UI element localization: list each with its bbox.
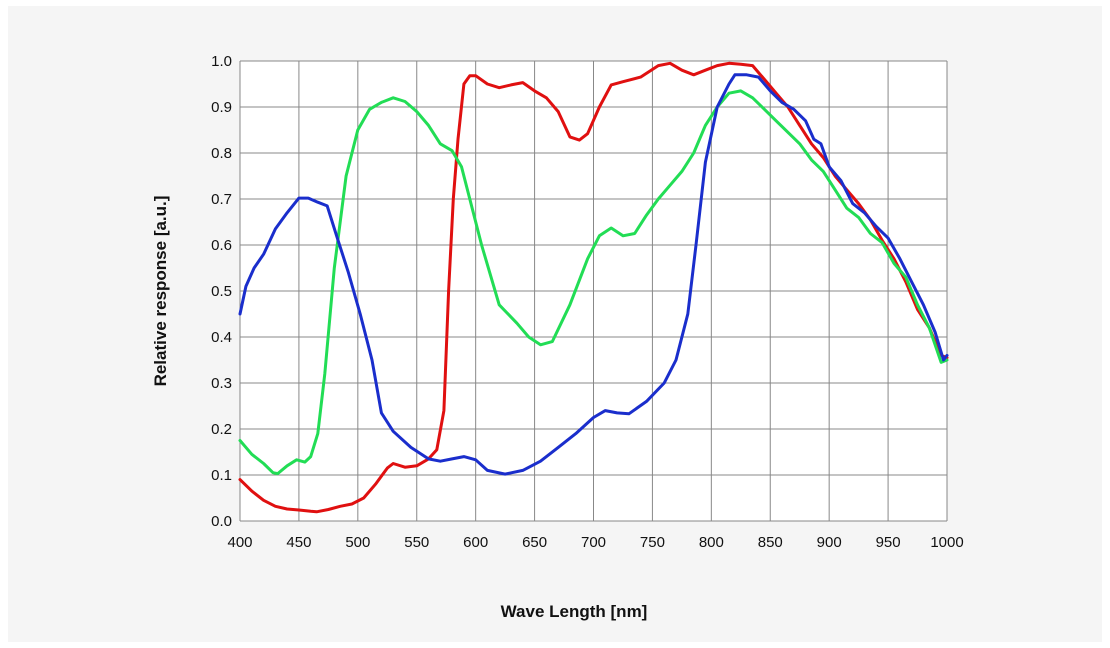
y-tick-label: 0.7 — [211, 191, 232, 208]
y-tick-label: 0.4 — [211, 329, 232, 346]
x-tick-label: 400 — [227, 534, 252, 551]
y-tick-label: 0.5 — [211, 283, 232, 300]
x-tick-label: 550 — [404, 534, 429, 551]
x-tick-label: 950 — [876, 534, 901, 551]
series-line-3 — [238, 73, 949, 476]
tick-labels: 400 450 500 550 600 650 700 750 800 850 900 950 1000… — [211, 53, 964, 551]
x-tick-label: 850 — [758, 534, 783, 551]
x-axis-title: Wave Length [nm] — [501, 602, 648, 621]
series-lines — [238, 61, 949, 514]
y-tick-label: 1.0 — [211, 53, 232, 70]
y-tick-label: 0.9 — [211, 99, 232, 116]
y-tick-label: 0.2 — [211, 421, 232, 438]
x-tick-label: 1000 — [930, 534, 963, 551]
series-line-2 — [238, 89, 949, 476]
x-tick-label: 500 — [345, 534, 370, 551]
x-tick-label: 900 — [817, 534, 842, 551]
x-tick-label: 450 — [286, 534, 311, 551]
y-tick-label: 0.8 — [211, 145, 232, 162]
y-axis-title: Relative response [a.u.] — [151, 196, 170, 387]
x-tick-label: 800 — [699, 534, 724, 551]
grid — [239, 60, 948, 522]
y-tick-label: 0.3 — [211, 375, 232, 392]
y-tick-label: 0.1 — [211, 467, 232, 484]
x-tick-label: 600 — [463, 534, 488, 551]
y-tick-label: 0.6 — [211, 237, 232, 254]
x-tick-label: 700 — [581, 534, 606, 551]
series-line-1 — [238, 61, 949, 514]
x-tick-label: 750 — [640, 534, 665, 551]
x-tick-label: 650 — [522, 534, 547, 551]
y-tick-label: 0.0 — [211, 513, 232, 530]
